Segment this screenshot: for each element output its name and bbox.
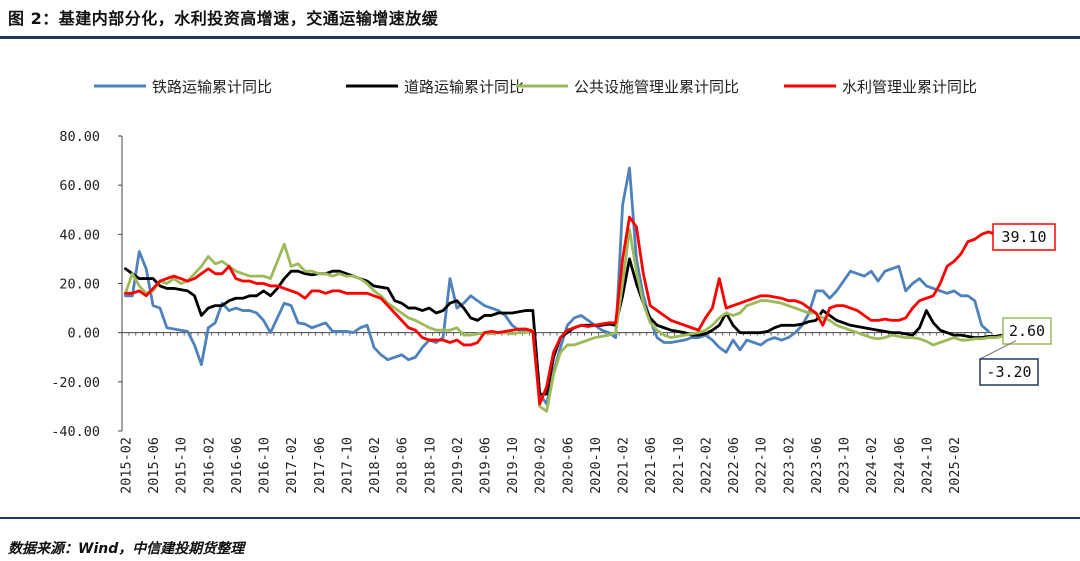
- y-tick-label: -40.00: [51, 424, 100, 440]
- x-tick-label: 2021-06: [643, 437, 659, 494]
- y-tick-label: 40.00: [59, 227, 100, 243]
- x-tick-label: 2021-10: [671, 437, 687, 494]
- y-tick-label: 20.00: [59, 277, 100, 293]
- legend-label: 水利管理业累计同比: [842, 78, 977, 96]
- series-layer: [124, 166, 1018, 413]
- x-tick-label: 2017-06: [312, 437, 328, 494]
- y-tick-label: 80.00: [59, 129, 100, 145]
- annotation-layer: 39.10 2.60 -3.20: [979, 223, 1056, 386]
- y-tick-label: 0.00: [67, 326, 100, 342]
- top-divider: [0, 36, 1080, 39]
- x-tick-label: 2016-02: [201, 437, 217, 494]
- chart-legend: 铁路运输累计同比 道路运输累计同比 公共设施管理业累计同比 水利管理业累计同比: [94, 78, 977, 96]
- series-line-1: [124, 257, 1018, 396]
- x-tick-label: 2022-10: [754, 437, 770, 494]
- x-tick-label: 2016-10: [257, 437, 273, 494]
- x-tick-label: 2024-06: [892, 437, 908, 494]
- x-tick-label: 2019-06: [478, 437, 494, 494]
- annotation-label: 2.60: [1009, 322, 1045, 340]
- x-tick-label: 2020-10: [588, 437, 604, 494]
- x-tick-label: 2023-06: [809, 437, 825, 494]
- x-tick-label: 2020-02: [533, 437, 549, 494]
- line-chart: 铁路运输累计同比 道路运输累计同比 公共设施管理业累计同比 水利管理业累计同比 80.…: [51, 78, 1056, 494]
- legend-label: 公共设施管理业累计同比: [574, 78, 739, 96]
- annotation-box: [992, 223, 1056, 251]
- legend-label: 道路运输累计同比: [404, 78, 524, 96]
- x-tick-label: 2024-02: [864, 437, 880, 494]
- annotation-label: -3.20: [986, 363, 1031, 381]
- annotation-leader: [979, 340, 1017, 360]
- series-line-3: [124, 215, 1004, 406]
- x-tick-label: 2018-10: [422, 437, 438, 494]
- bottom-divider: [0, 517, 1080, 519]
- annotation-box: [1002, 317, 1052, 345]
- x-tick-label: 2020-06: [560, 437, 576, 494]
- x-tick-label: 2022-02: [698, 437, 714, 494]
- x-tick-label: 2017-02: [284, 437, 300, 494]
- y-tick-label: 60.00: [59, 178, 100, 194]
- x-tick-label: 2023-02: [781, 437, 797, 494]
- y-axis: 80.00 60.00 40.00 20.00 0.00 -20.00 -40.00: [51, 129, 123, 440]
- x-axis: 2015-02 2015-06 2015-10 2016-02 2016-06 2016-…: [118, 332, 993, 494]
- series-line-0: [124, 166, 990, 406]
- x-tick-label: 2019-10: [505, 437, 521, 494]
- x-tick-label: 2019-02: [450, 437, 466, 494]
- x-tick-label: 2022-06: [726, 437, 742, 494]
- figure-title: 图 2：基建内部分化，水利投资高增速，交通运输增速放缓: [8, 9, 439, 28]
- x-tick-label: 2018-06: [395, 437, 411, 494]
- x-tick-label: 2021-02: [616, 437, 632, 494]
- legend-label: 铁路运输累计同比: [152, 78, 272, 96]
- x-tick-label: 2015-10: [174, 437, 190, 494]
- x-tick-label: 2017-10: [339, 437, 355, 494]
- x-tick-label: 2015-06: [146, 437, 162, 494]
- x-tick-label: 2025-02: [947, 437, 963, 494]
- y-tick-label: -20.00: [51, 375, 100, 391]
- x-tick-label: 2018-02: [367, 437, 383, 494]
- series-line-2: [124, 228, 1011, 413]
- x-tick-label: 2024-10: [919, 437, 935, 494]
- annotation-label: 39.10: [1001, 228, 1046, 246]
- x-tick-label: 2016-06: [229, 437, 245, 494]
- x-tick-label: 2023-10: [837, 437, 853, 494]
- annotation-box: [979, 358, 1039, 386]
- source-note: 数据来源：Wind，中信建投期货整理: [8, 541, 245, 557]
- x-tick-label: 2015-02: [118, 437, 134, 494]
